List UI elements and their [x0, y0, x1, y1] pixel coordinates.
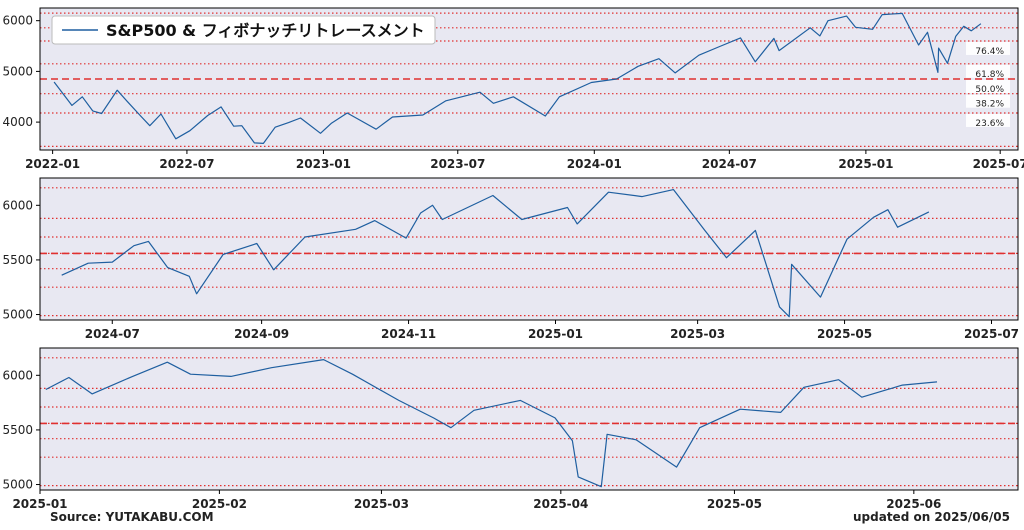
- fib-label: 76.4%: [975, 47, 1004, 57]
- source-label: Source: YUTAKABU.COM: [50, 510, 214, 524]
- plot-area: [40, 178, 1018, 320]
- x-tick-label: 2025-02: [192, 497, 247, 511]
- x-tick-label: 2025-07: [973, 157, 1024, 171]
- legend-label: S&P500 & フィボナッチリトレースメント: [106, 21, 425, 40]
- y-tick-label: 5000: [2, 478, 33, 492]
- sp500-line: [45, 359, 938, 488]
- chart-panel-3: 5000 5500 6000 2025-01 2025-02 2025-03 2025-04…: [2, 347, 1019, 511]
- sp500-line: [53, 12, 982, 144]
- x-tick-label: 2024-11: [381, 327, 436, 341]
- plot-frame: [39, 7, 1019, 151]
- legend-box: [51, 15, 436, 45]
- x-tick-label: 2025-05: [817, 327, 872, 341]
- plot-frame: [39, 347, 1019, 491]
- fib-label: 61.8%: [975, 70, 1004, 80]
- x-tick-label: 2024-09: [234, 327, 289, 341]
- x-tick-label: 2025-01: [528, 327, 583, 341]
- y-tick-label: 5000: [2, 308, 33, 322]
- x-tick-label: 2023-07: [430, 157, 485, 171]
- plot-frame: [39, 177, 1019, 321]
- updated-label: updated on 2025/06/05: [853, 510, 1010, 524]
- fib-label-bg: [966, 41, 1010, 55]
- fib-label: 38.2%: [975, 100, 1004, 110]
- chart-panel-2: 5000 5500 6000 2024-07 2024-09 2024-11 2025-01…: [2, 177, 1019, 341]
- fib-label-bg: [966, 80, 1010, 93]
- fib-label: 23.6%: [975, 119, 1004, 129]
- sp500-line: [61, 189, 930, 318]
- x-tick-label: 2024-01: [567, 157, 622, 171]
- y-tick-label: 6000: [2, 198, 33, 212]
- legend: S&P500 & フィボナッチリトレースメント: [51, 15, 436, 45]
- x-tick-label: 2025-04: [533, 497, 588, 511]
- x-tick-label: 2022-01: [25, 157, 80, 171]
- x-tick-label: 2022-07: [159, 157, 214, 171]
- fib-label-bg: [966, 113, 1010, 127]
- x-tick-label: 2024-07: [702, 157, 757, 171]
- y-tick-label: 4000: [2, 115, 33, 129]
- y-tick-label: 6000: [2, 368, 33, 382]
- y-tick-label: 6000: [2, 14, 33, 28]
- x-tick-label: 2025-06: [886, 497, 941, 511]
- y-tick-label: 5000: [2, 64, 33, 78]
- plot-area: [40, 348, 1018, 490]
- fib-label-bg: [966, 94, 1010, 108]
- x-tick-label: 2025-07: [964, 327, 1019, 341]
- y-tick-label: 5500: [2, 423, 33, 437]
- x-tick-label: 2025-01: [838, 157, 893, 171]
- x-tick-label: 2025-01: [12, 497, 67, 511]
- fib-label: 50.0%: [975, 85, 1004, 95]
- fib-label-bg: [966, 64, 1010, 78]
- x-tick-label: 2023-01: [296, 157, 351, 171]
- x-tick-label: 2024-07: [85, 327, 140, 341]
- x-tick-label: 2025-05: [707, 497, 762, 511]
- chart-panel-1: 4000 5000 6000 2022-01 2022-07 2023-01 2023-07…: [2, 7, 1024, 171]
- y-tick-label: 5500: [2, 253, 33, 267]
- x-tick-label: 2025-03: [670, 327, 725, 341]
- x-tick-label: 2025-03: [354, 497, 409, 511]
